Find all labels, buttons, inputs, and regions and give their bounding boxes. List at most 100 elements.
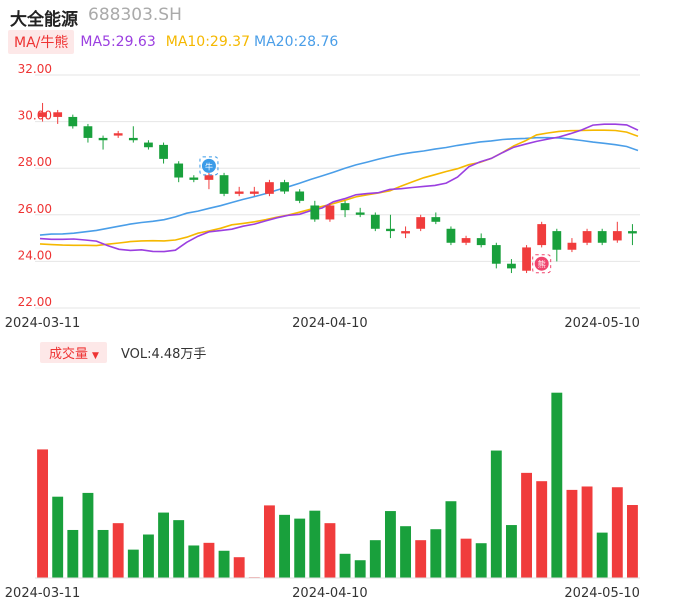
candle-body (355, 212, 365, 215)
volume-bar (339, 553, 351, 578)
candle-body (265, 182, 274, 194)
volume-selector-button[interactable]: 成交量 ▼ (40, 341, 107, 363)
price-tick-label: 24.00 (18, 248, 52, 262)
volume-bar (566, 489, 578, 578)
ma5-label: MA5:29.63 (80, 34, 156, 50)
candle (416, 214, 426, 232)
volume-bar (127, 549, 139, 578)
candle-body (310, 205, 320, 220)
volume-date-tick-label: 2024-03-11 (5, 586, 81, 601)
candle-body (128, 137, 138, 141)
candle (280, 179, 289, 194)
candle-body (280, 182, 289, 192)
candle (628, 224, 637, 246)
candle-body (295, 191, 305, 201)
date-tick-label: 2024-03-11 (5, 316, 81, 331)
candle (461, 235, 471, 246)
candle-body (38, 112, 47, 117)
candle-body (189, 177, 199, 180)
candle (340, 200, 350, 218)
volume-bar (384, 511, 396, 578)
ma-legend-bar: MA/牛熊 MA5:29.63 MA10:29.37 MA20:28.76 (8, 30, 339, 54)
volume-bar (475, 543, 487, 578)
candle-body (370, 214, 380, 229)
volume-bar (188, 545, 200, 578)
candle (98, 135, 108, 150)
candle (612, 221, 622, 243)
candle (219, 172, 229, 197)
candle (83, 123, 93, 143)
volume-bar (37, 449, 49, 578)
bull-marker-icon: 牛 (199, 156, 219, 176)
volume-bar (82, 492, 94, 578)
bear-marker-icon-frame (532, 254, 552, 274)
bull-marker-icon-frame (199, 156, 219, 176)
candle (567, 238, 577, 253)
volume-bar (97, 529, 109, 578)
volume-bar (581, 486, 593, 578)
price-tick-label: 22.00 (18, 295, 52, 309)
price-tick-label: 32.00 (18, 62, 52, 76)
volume-bar (430, 529, 442, 578)
ma10-line (39, 129, 639, 247)
volume-bar (67, 529, 79, 578)
bear-marker-icon-badge (534, 256, 549, 271)
volume-bar (415, 540, 427, 578)
candle-body (386, 228, 395, 232)
candle-body (522, 247, 531, 271)
candle-body (68, 116, 78, 127)
volume-bar (400, 526, 412, 578)
volume-bar (490, 450, 502, 578)
volume-bar (112, 523, 124, 578)
volume-selector-label: 成交量 (49, 346, 89, 362)
price-tick-label: 26.00 (18, 202, 52, 216)
stock-name: 大全能源 (10, 10, 78, 30)
candle-body (98, 137, 108, 141)
price-tick-label: 28.00 (18, 155, 52, 169)
candle-body (83, 126, 93, 138)
candle-body (144, 142, 153, 148)
candle (310, 200, 320, 222)
ma20-label: MA20:28.76 (254, 34, 339, 50)
volume-bar (294, 518, 306, 578)
candle-body (537, 224, 547, 246)
candle-body (431, 217, 441, 222)
volume-bar (52, 496, 64, 578)
volume-bar (173, 520, 185, 578)
candle-body (159, 144, 168, 159)
volume-bar (233, 557, 245, 578)
volume-bar (279, 514, 291, 578)
candle (295, 189, 305, 204)
volume-bar (309, 510, 321, 578)
caret-down-icon: ▼ (92, 350, 99, 361)
volume-bar (354, 560, 366, 578)
candle-body (325, 205, 335, 220)
candle-body (416, 217, 426, 229)
candle (401, 226, 410, 239)
date-tick-label: 2024-04-10 (292, 316, 368, 331)
ma-selector-button[interactable]: MA/牛熊 (8, 30, 75, 54)
candle-body (446, 228, 456, 243)
candle (249, 186, 259, 197)
volume-bar (626, 505, 638, 578)
candle (265, 179, 274, 197)
candle-body (340, 203, 350, 211)
candle-body (567, 242, 577, 250)
candle (144, 140, 153, 150)
volume-value-label: VOL:4.48万手 (120, 346, 207, 362)
candle (355, 207, 365, 218)
candle (446, 226, 456, 246)
volume-bar (505, 525, 517, 578)
volume-bar (611, 487, 623, 578)
ma5-line (39, 123, 639, 253)
volume-date-tick-label: 2024-05-10 (564, 586, 640, 601)
candle-body (628, 231, 637, 234)
candle-body (204, 175, 214, 180)
volume-bar (218, 550, 230, 578)
candle-body (552, 231, 562, 250)
candle (537, 221, 547, 248)
volume-bar (460, 538, 472, 578)
candle (325, 203, 335, 222)
candle-body (401, 231, 410, 234)
